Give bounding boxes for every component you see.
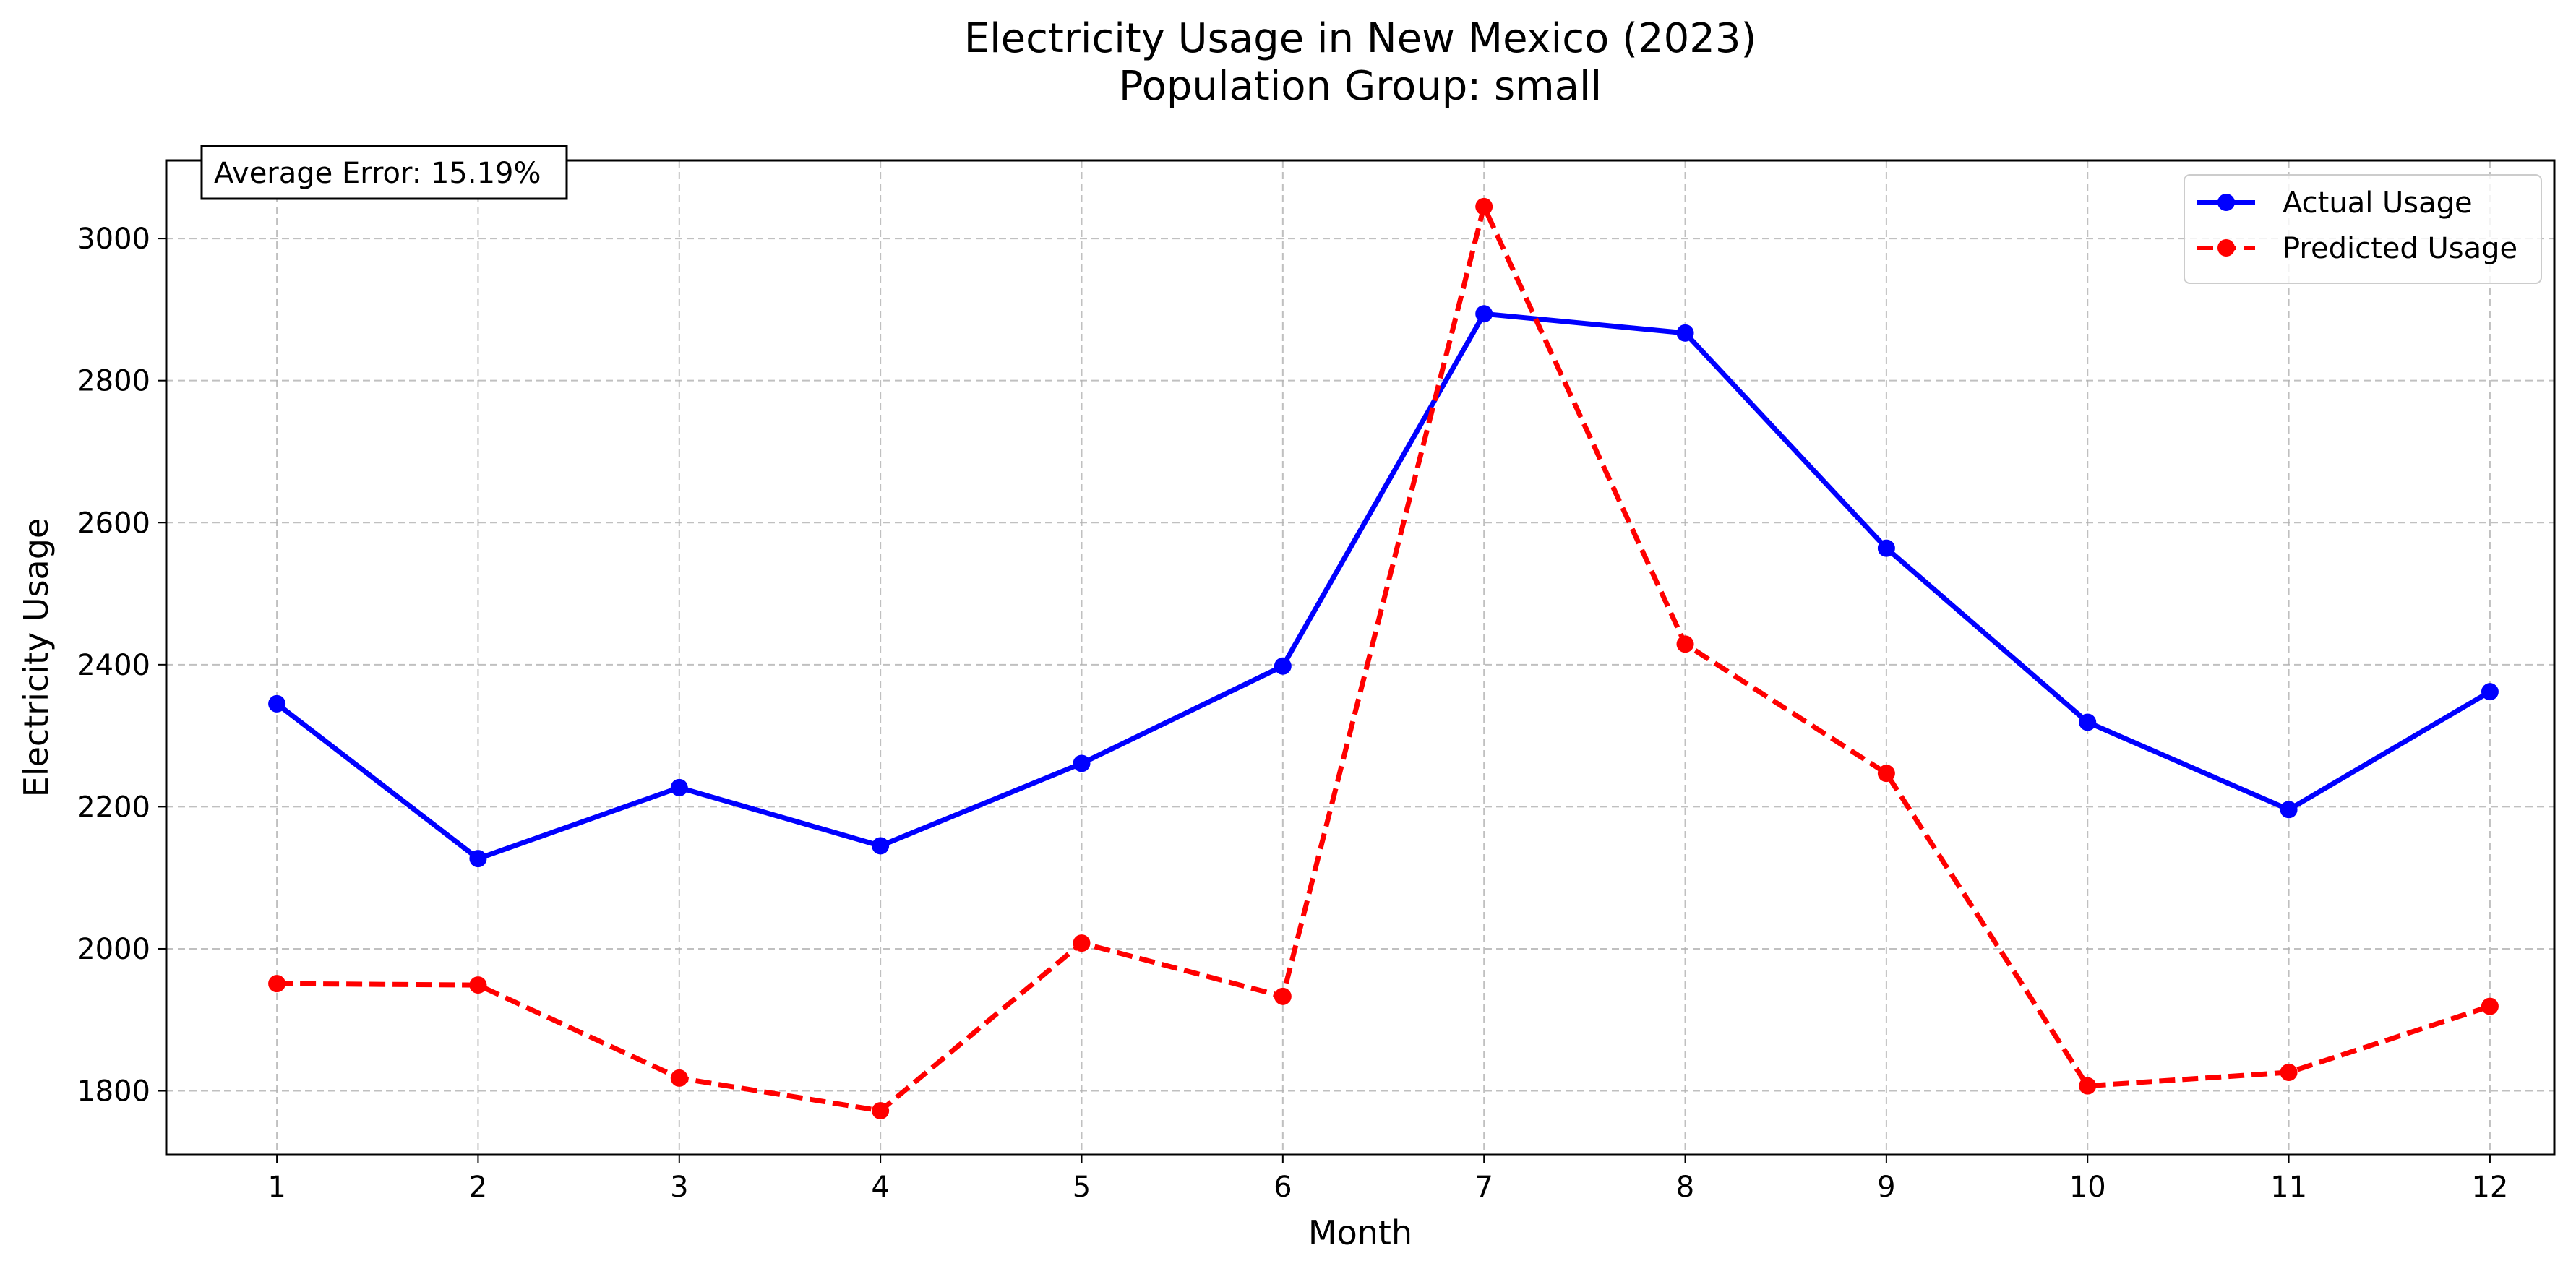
y-tick-label: 2000	[77, 933, 150, 966]
x-tick-label: 2	[469, 1171, 487, 1204]
data-point	[1073, 754, 1091, 772]
x-tick-label: 8	[1676, 1171, 1694, 1204]
data-point	[2079, 713, 2097, 731]
data-point	[1073, 934, 1091, 952]
x-tick-label: 11	[2270, 1171, 2307, 1204]
data-point	[1877, 539, 1895, 557]
data-point	[2079, 1077, 2097, 1095]
x-tick-label: 3	[670, 1171, 688, 1204]
y-axis-label: Electricity Usage	[17, 518, 56, 797]
annotation-text: Average Error: 15.19%	[214, 157, 541, 190]
x-tick-label: 7	[1474, 1171, 1493, 1204]
x-tick-label: 12	[2471, 1171, 2508, 1204]
y-tick-label: 2600	[77, 507, 150, 540]
legend-label-predicted: Predicted Usage	[2283, 232, 2517, 265]
x-tick-label: 9	[1877, 1171, 1895, 1204]
data-point	[1676, 635, 1694, 653]
data-point	[1274, 987, 1292, 1005]
data-point	[1475, 305, 1493, 323]
data-point	[2481, 997, 2499, 1015]
chart-title: Electricity Usage in New Mexico (2023)	[964, 15, 1757, 62]
data-point	[1877, 765, 1895, 783]
y-tick-label: 1800	[77, 1075, 150, 1109]
x-tick-label: 10	[2069, 1171, 2106, 1204]
x-tick-label: 5	[1073, 1171, 1091, 1204]
x-tick-label: 6	[1274, 1171, 1292, 1204]
data-point	[872, 1102, 890, 1120]
legend-marker-actual	[2217, 194, 2235, 211]
x-axis-label: Month	[1308, 1213, 1412, 1252]
annotation-box	[200, 145, 568, 200]
y-ticks: 1800 2000 2200 2400 2600 2800 3000	[77, 223, 166, 1109]
legend-label-actual: Actual Usage	[2283, 186, 2473, 220]
series-line-1	[277, 204, 2491, 1114]
data-point	[2280, 801, 2298, 819]
y-tick-label: 3000	[77, 223, 150, 256]
data-point	[2280, 1063, 2298, 1081]
legend-box	[2184, 174, 2542, 284]
chart-subtitle: Population Group: small	[1119, 63, 1602, 110]
data-point	[268, 694, 286, 713]
series-line-0	[275, 311, 2491, 861]
y-tick-label: 2200	[77, 791, 150, 824]
y-tick-label: 2800	[77, 365, 150, 398]
plot-frame	[165, 159, 2556, 1156]
legend-marker-predicted	[2217, 239, 2235, 257]
data-point	[872, 837, 890, 855]
data-point	[268, 975, 286, 993]
data-point	[1676, 324, 1694, 342]
data-point	[1274, 657, 1292, 675]
data-point	[670, 778, 688, 796]
data-point	[1475, 197, 1493, 215]
x-tick-label: 1	[267, 1171, 285, 1204]
y-tick-label: 2400	[77, 649, 150, 682]
data-point	[469, 976, 487, 994]
x-ticks: 1 2 3 4 5 6 7 8 9 10 11 12	[267, 1155, 2508, 1204]
legend: Actual Usage Predicted Usage	[2184, 174, 2542, 284]
x-tick-label: 4	[871, 1171, 889, 1204]
data-point	[469, 850, 487, 868]
data-point	[670, 1069, 688, 1087]
data-point	[2481, 683, 2499, 701]
error-annotation: Average Error: 15.19%	[200, 145, 568, 200]
grid-lines	[166, 160, 2554, 1155]
series-lines	[268, 197, 2499, 1120]
